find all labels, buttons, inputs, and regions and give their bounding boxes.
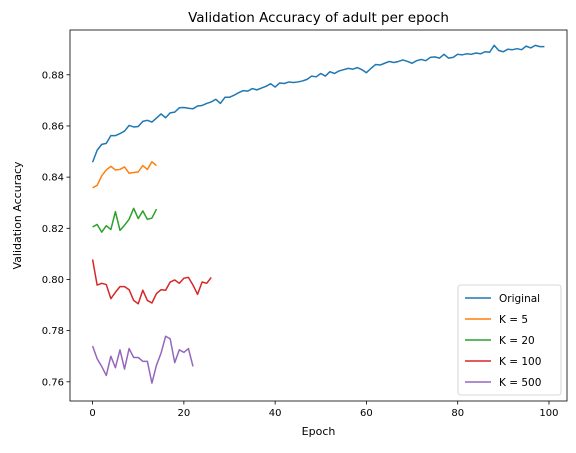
series-line-4 [91, 335, 194, 384]
series-line-0 [91, 44, 545, 163]
y-tick-label: 0.86 [42, 121, 64, 132]
plot-frame [69, 29, 568, 402]
y-tick-label: 0.78 [42, 326, 64, 337]
chart-title: Validation Accuracy of adult per epoch [188, 10, 449, 26]
x-tick-label: 40 [269, 408, 282, 419]
x-tick-label: 80 [451, 408, 464, 419]
series-line-3 [91, 259, 212, 305]
y-tick-label: 0.76 [42, 377, 64, 388]
series-layer [91, 44, 545, 384]
y-tick-label: 0.84 [42, 173, 64, 184]
series-line-1 [92, 161, 157, 189]
legend-entry-1: K = 5 [499, 314, 528, 326]
legend-entry-3: K = 100 [499, 356, 541, 368]
legend-box [457, 284, 562, 396]
legend-entry-0: Original [499, 293, 540, 305]
y-tick-label: 0.88 [42, 70, 64, 81]
x-tick-label: 0 [89, 408, 95, 419]
y-axis: 0.76 0.78 0.80 0.82 0.84 0.86 0.88 [42, 70, 70, 388]
legend-entry-4: K = 500 [499, 377, 541, 389]
series-line-2 [92, 207, 158, 233]
x-axis: 0 20 40 60 80 100 [89, 401, 559, 419]
y-axis-label: Validation Accuracy [11, 161, 24, 270]
x-axis-label: Epoch [302, 425, 336, 438]
x-tick-label: 100 [539, 408, 558, 419]
y-tick-label: 0.80 [42, 275, 64, 286]
x-tick-label: 60 [360, 408, 373, 419]
legend-entry-2: K = 20 [499, 335, 535, 347]
y-tick-label: 0.82 [42, 224, 64, 235]
x-tick-label: 20 [178, 408, 191, 419]
legend: Original K = 5 K = 20 K = 100 K = 500 [457, 284, 562, 396]
